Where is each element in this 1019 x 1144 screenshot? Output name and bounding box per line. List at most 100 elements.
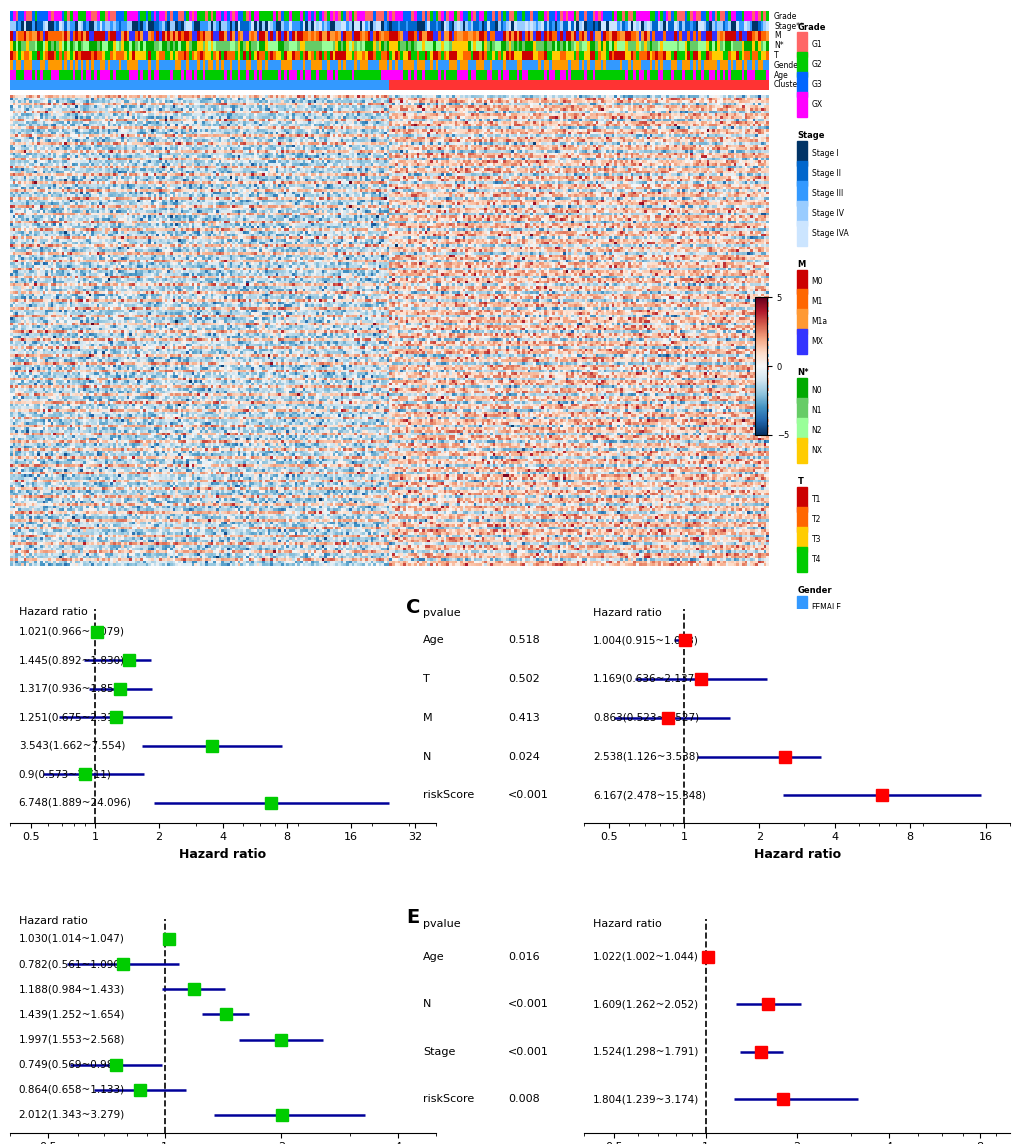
Bar bbox=[440, 22, 443, 31]
Bar bbox=[175, 80, 178, 90]
Bar bbox=[508, 11, 511, 22]
Bar bbox=[94, 22, 97, 31]
Bar bbox=[13, 61, 15, 70]
Bar bbox=[308, 70, 311, 80]
Bar bbox=[595, 41, 597, 50]
Bar bbox=[105, 80, 108, 90]
Bar bbox=[584, 80, 587, 90]
Bar bbox=[646, 41, 649, 50]
Bar bbox=[692, 80, 695, 90]
Bar bbox=[283, 41, 286, 50]
Bar bbox=[30, 80, 32, 90]
Bar bbox=[291, 70, 294, 80]
Bar bbox=[178, 50, 180, 61]
Bar bbox=[254, 11, 257, 22]
Bar bbox=[360, 41, 362, 50]
Bar bbox=[77, 31, 81, 41]
Bar bbox=[562, 41, 565, 50]
FancyBboxPatch shape bbox=[797, 418, 806, 443]
Bar bbox=[254, 80, 257, 90]
Bar bbox=[719, 31, 721, 41]
Bar bbox=[373, 11, 376, 22]
Text: pvalue: pvalue bbox=[423, 607, 460, 618]
Bar bbox=[481, 22, 484, 31]
Bar bbox=[64, 11, 67, 22]
Bar bbox=[711, 50, 714, 61]
Bar bbox=[13, 80, 15, 90]
Bar bbox=[294, 41, 298, 50]
Bar bbox=[26, 70, 30, 80]
Bar bbox=[352, 11, 354, 22]
Bar bbox=[354, 61, 357, 70]
Bar bbox=[180, 80, 183, 90]
Bar bbox=[69, 70, 72, 80]
Bar bbox=[170, 11, 172, 22]
Bar bbox=[40, 80, 43, 90]
Text: 0.749(0.569~0.986): 0.749(0.569~0.986) bbox=[18, 1059, 124, 1070]
Bar bbox=[533, 31, 535, 41]
Bar bbox=[257, 61, 259, 70]
Bar bbox=[605, 50, 608, 61]
Bar bbox=[565, 22, 568, 31]
Bar bbox=[273, 31, 275, 41]
Bar bbox=[762, 50, 765, 61]
Bar bbox=[48, 50, 51, 61]
Bar bbox=[654, 11, 657, 22]
Bar bbox=[278, 50, 281, 61]
Bar bbox=[337, 11, 340, 22]
Bar bbox=[362, 22, 365, 31]
Bar bbox=[587, 61, 589, 70]
Bar bbox=[18, 70, 21, 80]
Bar bbox=[167, 70, 170, 80]
Bar bbox=[270, 41, 273, 50]
Bar bbox=[154, 50, 156, 61]
Bar bbox=[53, 70, 56, 80]
Bar bbox=[484, 50, 486, 61]
Bar bbox=[579, 31, 581, 41]
Bar bbox=[690, 11, 692, 22]
Bar bbox=[687, 11, 690, 22]
Bar bbox=[500, 70, 502, 80]
Bar bbox=[81, 11, 84, 22]
Bar bbox=[687, 41, 690, 50]
Bar bbox=[454, 31, 457, 41]
Bar bbox=[51, 11, 53, 22]
Bar bbox=[129, 11, 132, 22]
Bar bbox=[736, 80, 738, 90]
Bar bbox=[132, 70, 135, 80]
Text: 0.518: 0.518 bbox=[507, 635, 539, 645]
Bar bbox=[69, 61, 72, 70]
Bar bbox=[581, 31, 584, 41]
Bar bbox=[124, 61, 126, 70]
Bar bbox=[448, 50, 451, 61]
Bar bbox=[321, 41, 324, 50]
Bar bbox=[579, 11, 581, 22]
Bar bbox=[411, 50, 414, 61]
Text: T: T bbox=[797, 477, 803, 486]
Bar bbox=[584, 70, 587, 80]
Bar bbox=[67, 80, 69, 90]
Bar bbox=[143, 31, 146, 41]
Bar bbox=[348, 31, 352, 41]
Bar bbox=[376, 80, 378, 90]
Bar bbox=[757, 11, 760, 22]
Bar bbox=[541, 80, 543, 90]
Bar bbox=[716, 22, 719, 31]
Bar bbox=[211, 70, 213, 80]
Bar bbox=[211, 11, 213, 22]
Bar bbox=[448, 61, 451, 70]
Bar bbox=[240, 41, 243, 50]
Bar bbox=[476, 41, 478, 50]
Bar bbox=[148, 50, 151, 61]
Bar bbox=[597, 41, 600, 50]
Bar bbox=[721, 11, 725, 22]
Bar bbox=[543, 11, 546, 22]
Bar bbox=[719, 50, 721, 61]
Bar bbox=[424, 41, 427, 50]
Bar bbox=[75, 80, 77, 90]
Bar bbox=[75, 61, 77, 70]
Bar bbox=[218, 22, 221, 31]
Bar bbox=[519, 70, 522, 80]
Bar bbox=[195, 50, 197, 61]
Bar bbox=[394, 41, 397, 50]
